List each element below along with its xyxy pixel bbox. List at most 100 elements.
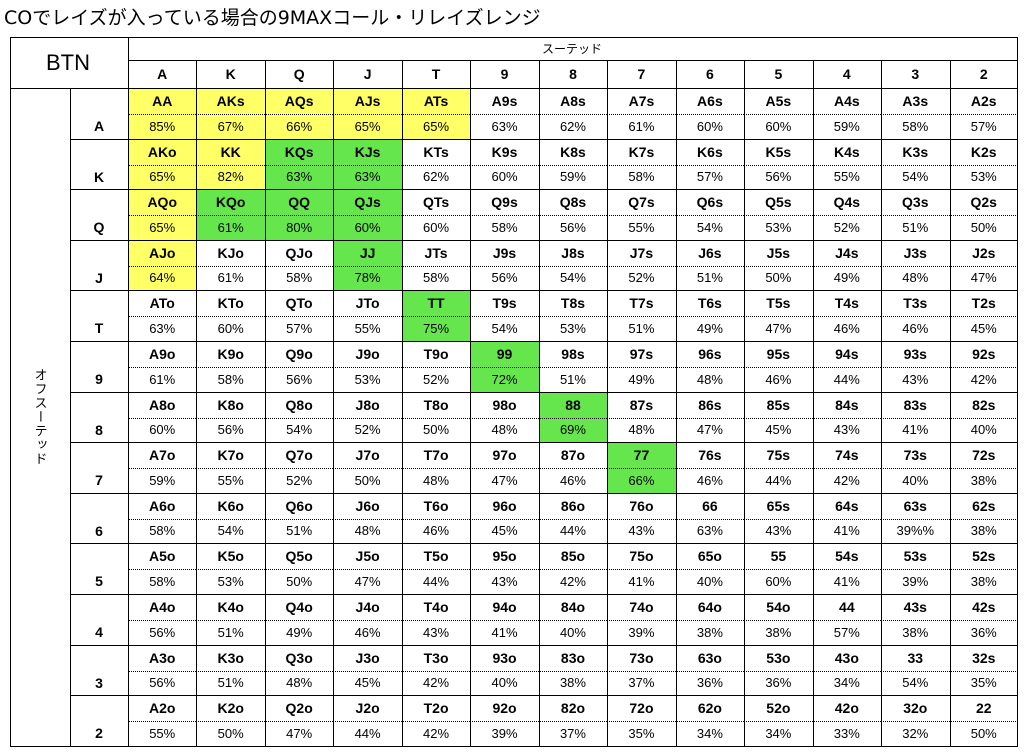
hand-cell: T7s 51% [607,290,676,341]
hand-cell: J3o 45% [333,645,402,696]
hand-cell: A3o 56% [128,645,197,696]
hand-cell: 88 69% [538,391,608,443]
hand-label: Q9o [264,341,334,368]
hand-cell: QJo 58% [264,240,334,291]
hand-label: JJ [333,240,402,267]
hand-cell: 43s 38% [881,594,950,645]
hand-cell: J7s 52% [607,240,676,291]
hand-label: AJs [333,88,402,115]
hand-percentage: 42% [970,371,997,387]
hand-cell: TT 75% [401,290,471,341]
hand-label: J6o [333,493,402,520]
hand-label: 55 [744,543,813,571]
hand-percentage: 58% [149,523,176,539]
hand-cell: J6o 48% [333,493,402,544]
hand-cell: 63o 36% [675,645,745,696]
hand-label: 44 [812,594,882,621]
grid-line [70,391,1017,393]
hand-cell: JJ 78% [333,239,402,291]
hand-cell: AJs 65% [333,88,402,139]
row-header: 5 [95,573,103,590]
hand-percentage: 57% [286,320,313,336]
hand-percentage: 65% [354,118,381,134]
hand-label: K3o [196,645,265,672]
hand-percentage: 75% [423,320,450,336]
hand-label: 87o [538,442,608,470]
hand-cell: T9s 54% [470,290,539,341]
row-header: Q [93,219,105,236]
hand-percentage: 52% [628,270,655,286]
hand-percentage: 60% [149,422,176,438]
hand-cell: A8s 62% [538,88,608,139]
hand-label: 96s [675,341,745,368]
hand-percentage: 39% [491,725,518,741]
hand-label: 42o [812,695,882,723]
hand-label: 52o [744,695,813,723]
hand-label: A8o [128,392,197,419]
hand-cell: 76o 43% [607,493,676,544]
hand-cell: KJs 63% [333,138,402,190]
hand-cell: Q4s 52% [812,189,882,240]
hand-label: KTs [401,139,471,166]
row-header: 7 [95,472,103,489]
hand-percentage: 49% [286,624,313,640]
hand-percentage: 58% [423,270,450,286]
hand-cell: 96s 48% [675,341,745,392]
hand-label: 54o [744,594,813,621]
hand-cell: 84o 40% [538,594,608,645]
hand-label: ATo [128,290,197,318]
grid-line [70,644,1017,646]
hand-cell: QQ 80% [264,189,334,240]
grid-line [812,60,814,746]
hand-percentage: 59% [833,118,860,134]
hand-cell: 93o 40% [470,645,539,696]
hand-label: Q2s [949,189,1018,217]
hand-percentage: 47% [286,725,313,741]
hand-percentage: 65% [149,219,176,235]
hand-percentage: 60% [354,219,381,235]
hand-cell: 84s 43% [812,392,882,443]
hand-label: T5s [744,290,813,318]
suited-label: スーテッド [541,41,602,56]
hand-cell: 95s 46% [744,341,813,392]
hand-percentage: 54% [902,675,929,691]
hand-percentage: 51% [559,371,586,387]
hand-percentage: 50% [217,725,244,741]
hand-cell: 95o 43% [470,543,539,594]
hand-percentage: 82% [217,169,244,185]
grid-line [128,37,129,746]
hand-label: 92s [949,341,1018,368]
hand-cell: T9o 52% [401,341,471,392]
hand-percentage: 55% [833,169,860,185]
hand-percentage: 48% [354,523,381,539]
hand-percentage: 57% [970,118,997,134]
hand-percentage: 54% [491,320,518,336]
hand-percentage: 57% [833,624,860,640]
hand-cell: Q9s 58% [470,189,539,240]
hand-cell: 43o 34% [812,645,882,696]
grid-line [881,60,883,746]
hand-label: KQs [264,139,334,166]
hand-cell: 87s 48% [607,392,676,443]
hand-cell: K9s 60% [470,139,539,190]
hand-cell: KTo 60% [196,290,265,341]
hand-percentage: 38% [970,523,997,539]
hand-label: 75s [744,442,813,470]
hand-cell: 62s 38% [949,493,1018,544]
hand-percentage: 61% [149,371,176,387]
hand-cell: 86o 44% [538,493,608,544]
hand-label: QQ [264,189,334,217]
row-header: 4 [95,624,103,640]
hand-label: A6o [128,493,197,520]
hand-percentage: 46% [423,523,450,539]
hand-percentage: 72% [491,371,518,387]
grid-line [401,60,403,746]
hand-percentage: 67% [217,118,244,134]
hand-cell: ATs 65% [401,88,471,139]
hand-percentage: 51% [696,270,723,286]
hand-label: J5o [333,543,402,571]
grid-line [70,88,71,746]
hand-label: Q2o [264,695,334,723]
hand-percentage: 41% [628,573,655,589]
hand-percentage: 44% [833,371,860,387]
